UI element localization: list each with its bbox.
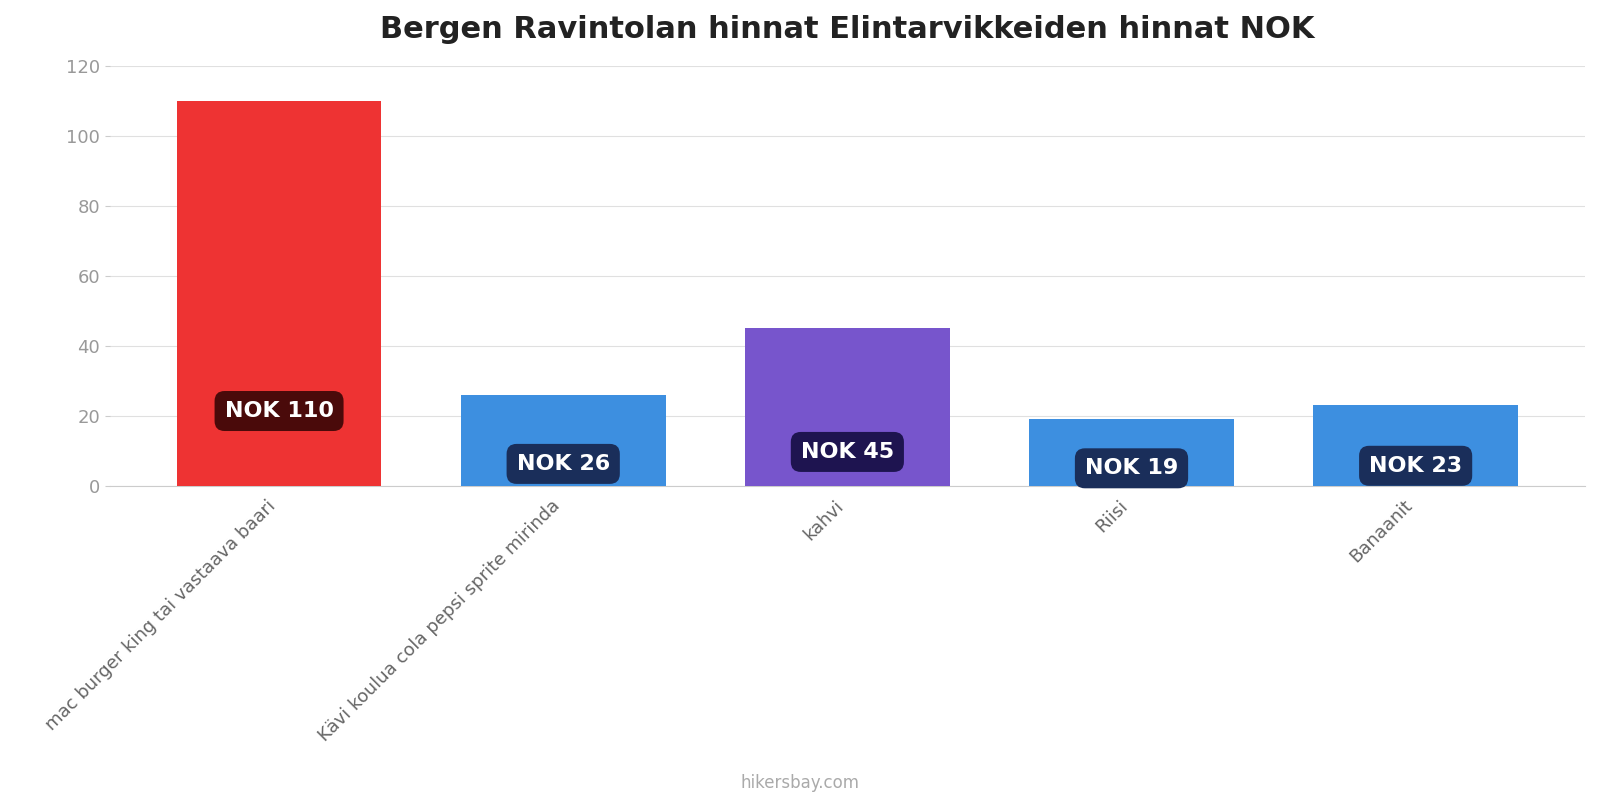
Text: hikersbay.com: hikersbay.com	[741, 774, 859, 792]
Bar	[176, 101, 381, 486]
Text: NOK 110: NOK 110	[224, 401, 333, 421]
Text: NOK 45: NOK 45	[800, 442, 894, 462]
Title: Bergen Ravintolan hinnat Elintarvikkeiden hinnat NOK: Bergen Ravintolan hinnat Elintarvikkeide…	[381, 15, 1315, 44]
Bar	[1029, 419, 1234, 486]
Bar	[1314, 405, 1518, 486]
Text: NOK 26: NOK 26	[517, 454, 610, 474]
Text: NOK 23: NOK 23	[1370, 456, 1462, 476]
Bar	[461, 394, 666, 486]
Bar	[746, 328, 950, 486]
Text: NOK 19: NOK 19	[1085, 458, 1178, 478]
